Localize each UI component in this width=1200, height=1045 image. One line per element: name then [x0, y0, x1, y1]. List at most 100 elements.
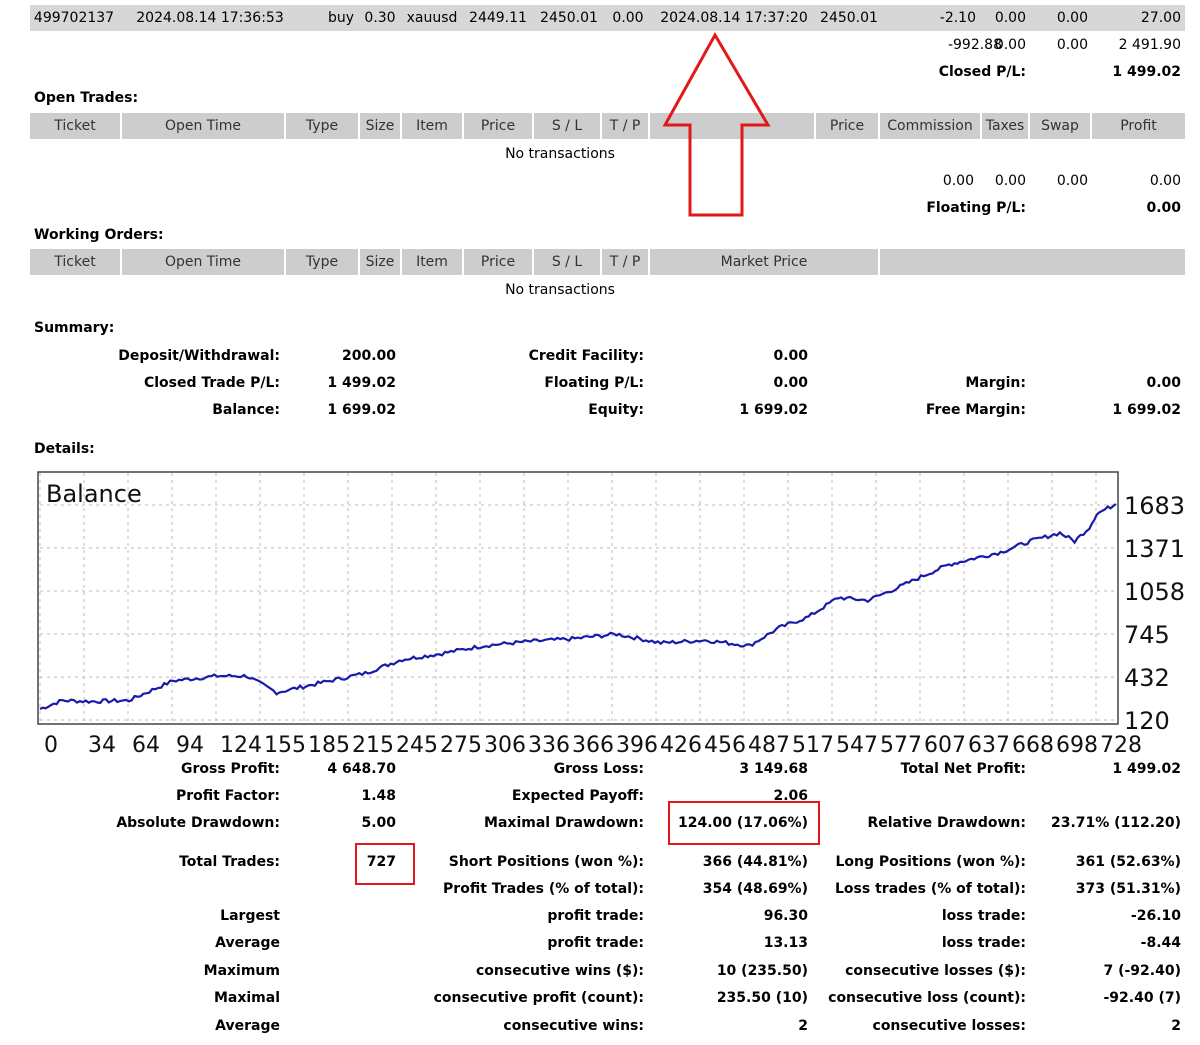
- floating-profit-total: 0.00: [1149, 173, 1181, 189]
- sl-cell: 2450.01: [540, 10, 598, 26]
- x-tick-label: 517: [792, 733, 834, 755]
- stat-group-label: Maximal: [213, 990, 280, 1006]
- col-price: Price: [464, 113, 532, 139]
- stat-profit-label: consecutive profit (count):: [433, 990, 644, 1006]
- col-item: Item: [402, 113, 462, 139]
- x-tick-label: 577: [880, 733, 922, 755]
- short-positions-value: 366 (44.81%): [702, 854, 808, 870]
- floating-commission-total: 0.00: [942, 173, 974, 189]
- col-ticket: Ticket: [30, 113, 120, 139]
- x-tick-label: 607: [924, 733, 966, 755]
- profit-trades-label: Profit Trades (% of total):: [443, 881, 644, 897]
- grid-lines: [39, 473, 1116, 723]
- x-tick-label: 155: [264, 733, 306, 755]
- item-cell: xauusd: [406, 10, 458, 26]
- gross-profit-value: 4 648.70: [327, 761, 396, 777]
- x-tick-label: 275: [440, 733, 482, 755]
- gross-profit-label: Gross Profit:: [180, 761, 280, 777]
- y-tick-label: 1371: [1124, 535, 1185, 563]
- tp-cell: 0.00: [612, 10, 644, 26]
- net-profit-label: Total Net Profit:: [900, 761, 1026, 777]
- commission-cell: -2.10: [939, 10, 976, 26]
- profit-factor-value: 1.48: [361, 788, 396, 804]
- stat-profit-value: 13.13: [763, 935, 808, 951]
- total-trades-value: 727: [366, 854, 396, 870]
- balance-value: 1 699.02: [327, 402, 396, 418]
- deposit-label: Deposit/Withdrawal:: [118, 348, 280, 364]
- working-orders-title: Working Orders:: [34, 227, 164, 243]
- size-cell: 0.30: [364, 10, 396, 26]
- x-tick-label: 245: [396, 733, 438, 755]
- stat-loss-value: 2: [1171, 1018, 1181, 1034]
- x-tick-label: 456: [704, 733, 746, 755]
- profit-factor-label: Profit Factor:: [175, 788, 280, 804]
- closed-swap-total: 0.00: [1056, 37, 1088, 53]
- expected-payoff-label: Expected Payoff:: [511, 788, 644, 804]
- floating-taxes-total: 0.00: [994, 173, 1026, 189]
- stat-group-label: Average: [215, 1018, 280, 1034]
- x-tick-label: 94: [176, 733, 204, 755]
- col-market-price: Market Price: [650, 249, 878, 275]
- x-tick-label: 728: [1100, 733, 1142, 755]
- x-tick-label: 426: [660, 733, 702, 755]
- stat-loss-label: loss trade:: [941, 935, 1026, 951]
- free-margin-label: Free Margin:: [925, 402, 1026, 418]
- col-taxes: Taxes: [982, 113, 1028, 139]
- stat-profit-value: 96.30: [763, 908, 808, 924]
- details-title: Details:: [34, 441, 95, 457]
- stat-group-label: Maximum: [203, 963, 280, 979]
- stat-group-label: Largest: [220, 908, 280, 924]
- open-trades-empty: No transactions: [505, 146, 615, 162]
- maximal-drawdown-highlight: [668, 801, 820, 845]
- short-positions-label: Short Positions (won %):: [448, 854, 644, 870]
- stat-profit-label: profit trade:: [547, 908, 644, 924]
- summary-title: Summary:: [34, 320, 115, 336]
- stat-loss-label: consecutive losses ($):: [845, 963, 1026, 979]
- taxes-cell: 0.00: [994, 10, 1026, 26]
- col-blank: [880, 249, 1185, 275]
- row-background: [30, 5, 1185, 31]
- y-tick-label: 745: [1124, 621, 1170, 649]
- x-tick-label: 396: [616, 733, 658, 755]
- up-arrow-annotation-icon: [662, 31, 771, 217]
- stat-profit-label: profit trade:: [547, 935, 644, 951]
- closed-trade-pl-value: 1 499.02: [327, 375, 396, 391]
- closed-profit-total: 2 491.90: [1118, 37, 1181, 53]
- x-tick-label: 64: [132, 733, 160, 755]
- x-tick-label: 366: [572, 733, 614, 755]
- gross-loss-value: 3 149.68: [739, 761, 808, 777]
- x-tick-label: 0: [44, 733, 58, 755]
- stat-loss-label: loss trade:: [941, 908, 1026, 924]
- x-tick-label: 185: [308, 733, 350, 755]
- relative-drawdown-label: Relative Drawdown:: [867, 815, 1026, 831]
- stat-loss-value: 7 (-92.40): [1103, 963, 1181, 979]
- closed-taxes-total: 0.00: [994, 37, 1026, 53]
- balance-series: [39, 503, 1117, 710]
- close-time-cell: 2024.08.14 17:37:20: [660, 10, 808, 26]
- gross-loss-label: Gross Loss:: [553, 761, 644, 777]
- col-commission: Commission: [880, 113, 980, 139]
- x-tick-label: 34: [88, 733, 116, 755]
- col-type: Type: [286, 249, 358, 275]
- x-tick-label: 215: [352, 733, 394, 755]
- credit-value: 0.00: [773, 348, 808, 364]
- maximal-drawdown-label: Maximal Drawdown:: [484, 815, 644, 831]
- x-tick-label: 547: [836, 733, 878, 755]
- profit-trades-value: 354 (48.69%): [702, 881, 808, 897]
- y-tick-label: 120: [1124, 707, 1170, 735]
- col-price: Price: [464, 249, 532, 275]
- stat-profit-label: consecutive wins ($):: [475, 963, 644, 979]
- swap-cell: 0.00: [1056, 10, 1088, 26]
- y-tick-label: 1683: [1124, 492, 1185, 520]
- x-tick-label: 336: [528, 733, 570, 755]
- col-open-time: Open Time: [122, 249, 284, 275]
- col-sl: S / L: [534, 249, 600, 275]
- closed-pl-label: Closed P/L:: [938, 64, 1026, 80]
- x-tick-label: 487: [748, 733, 790, 755]
- chart-title: Balance: [46, 480, 142, 508]
- col-profit: Profit: [1092, 113, 1185, 139]
- type-cell: buy: [327, 10, 354, 26]
- expected-payoff-value: 2.06: [773, 788, 808, 804]
- equity-label: Equity:: [588, 402, 644, 418]
- stat-loss-value: -8.44: [1140, 935, 1181, 951]
